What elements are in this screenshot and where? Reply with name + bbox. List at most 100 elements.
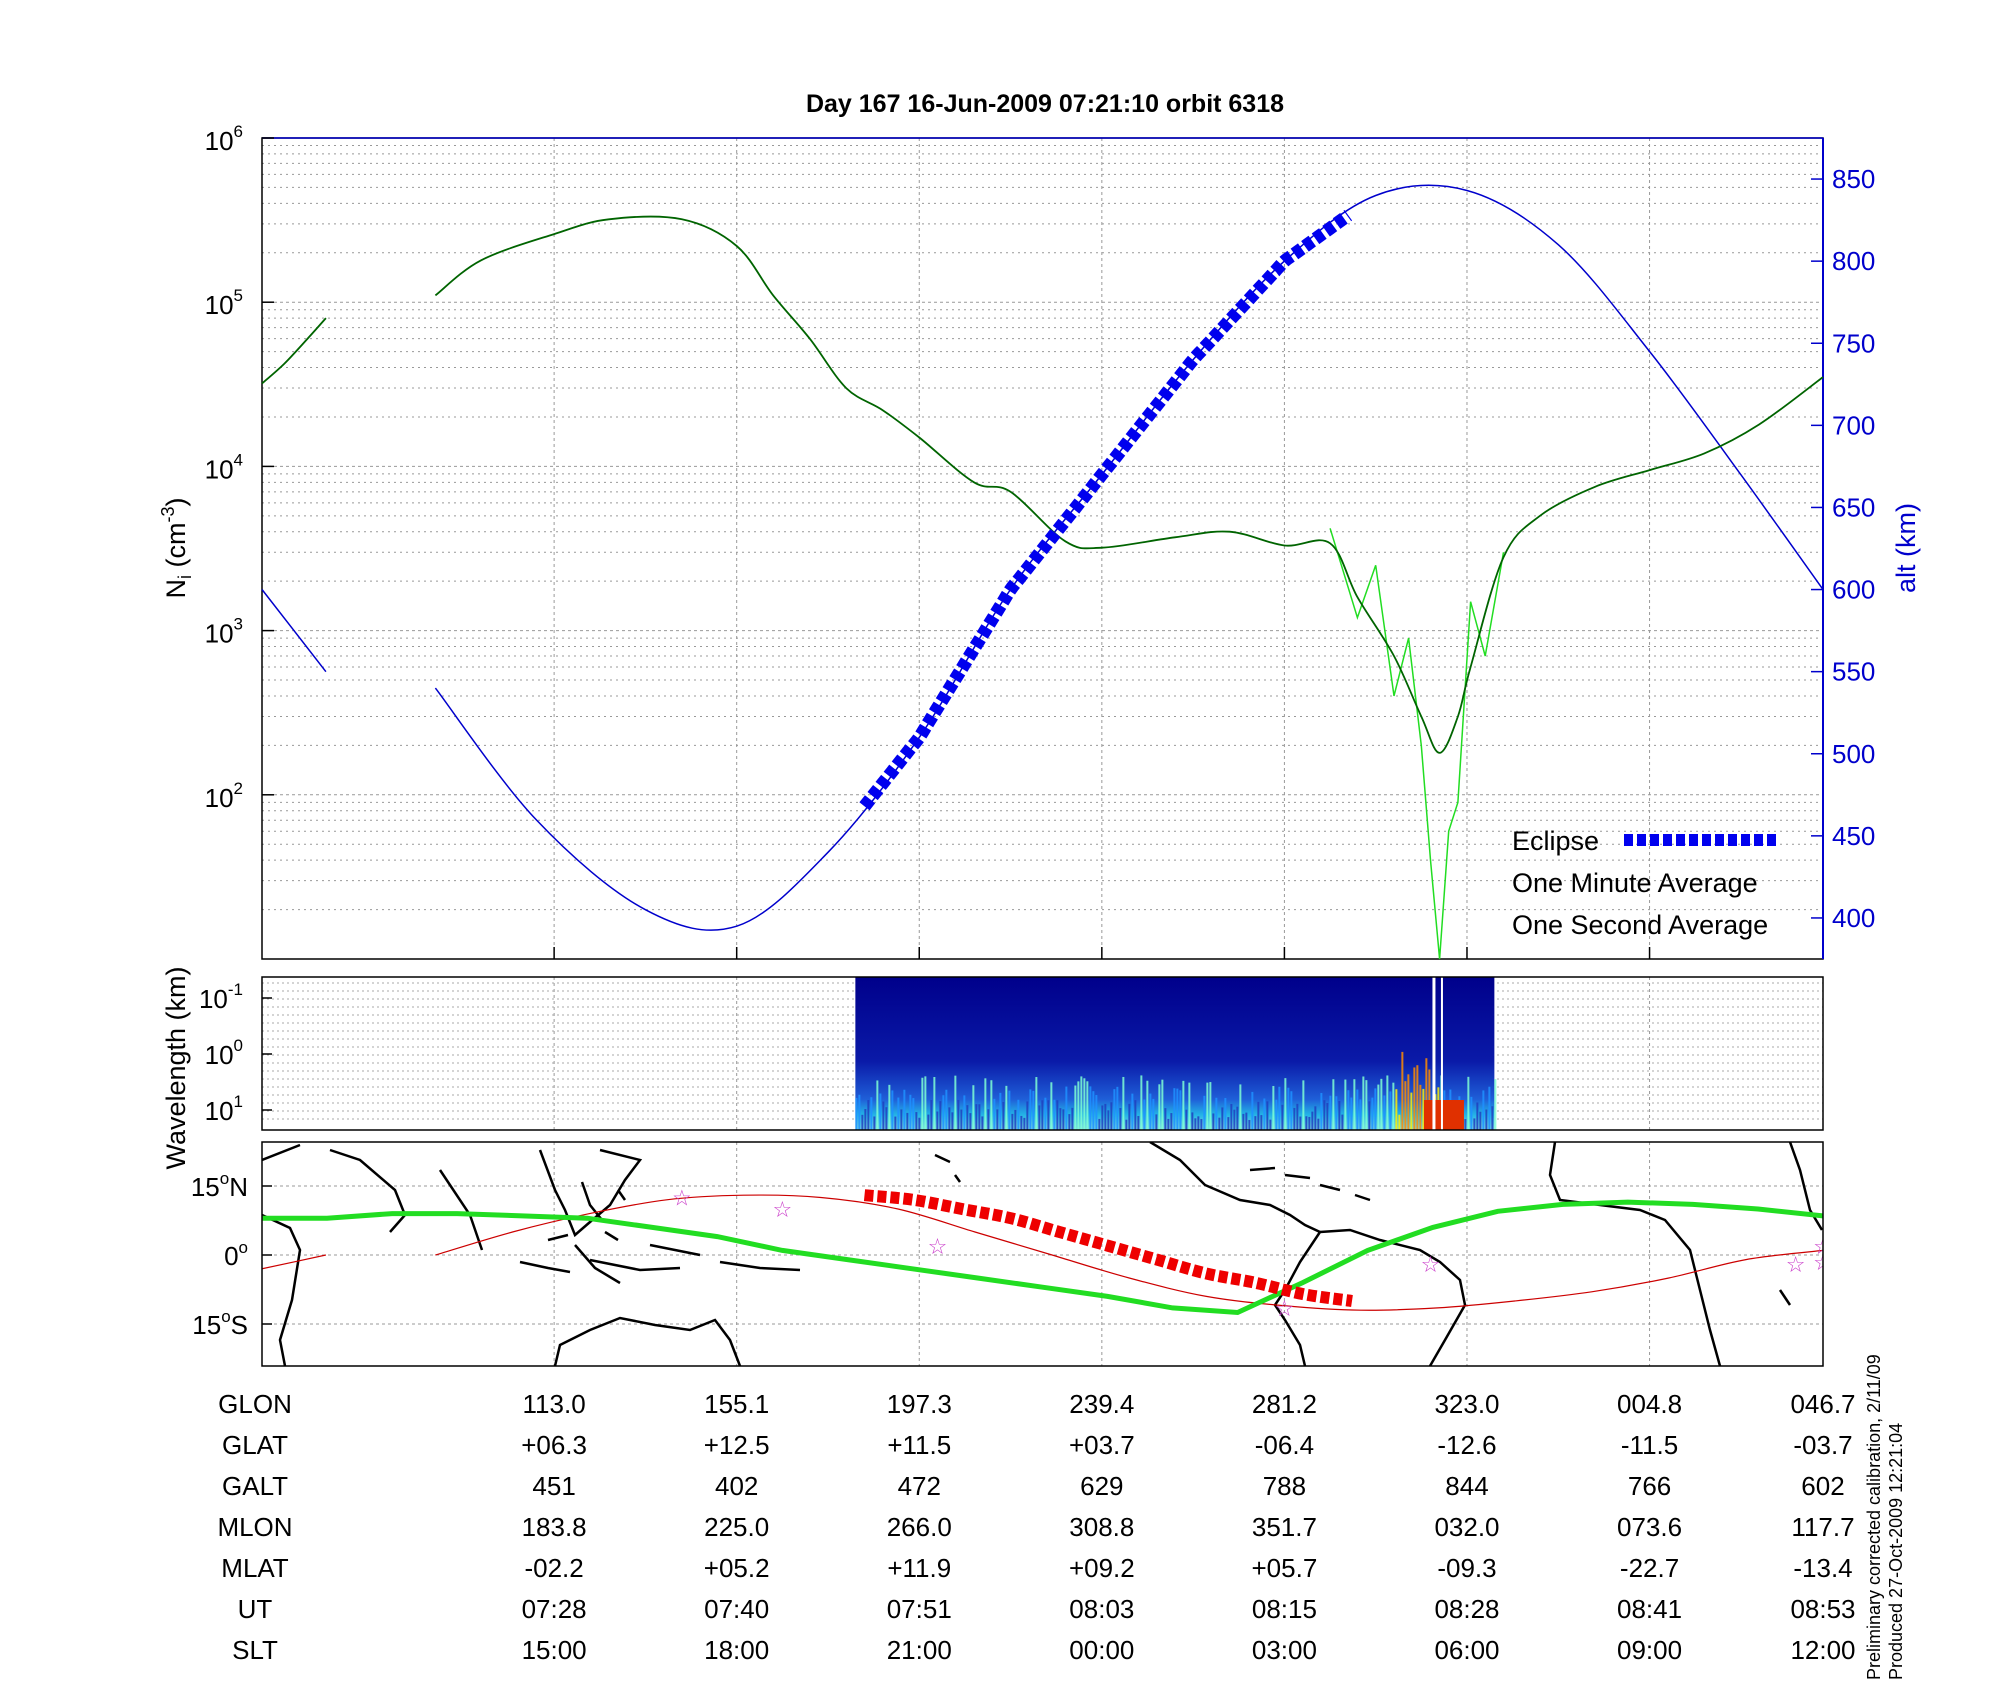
- spectrogram-column: [1179, 1090, 1182, 1130]
- table-cell: 046.7: [1790, 1389, 1855, 1419]
- table-cell: +05.2: [704, 1553, 770, 1583]
- spectrogram-column: [1482, 1090, 1485, 1130]
- spectrogram-column: [1299, 1116, 1302, 1130]
- alt-tick-label: 800: [1832, 246, 1875, 276]
- spectrogram-column: [1353, 1079, 1356, 1130]
- spectrogram-column: [1374, 1088, 1377, 1130]
- event-star-marker: ☆: [928, 1235, 948, 1260]
- spectrogram-column: [912, 1098, 915, 1130]
- one-minute-average-line: [261, 317, 327, 385]
- spectrogram-column: [1362, 1076, 1365, 1130]
- orbit-table: GLON GLAT GALT MLON MLAT UT SLT 113.0 +06.3 451 18…: [217, 1389, 1855, 1665]
- spectrogram-column: [1137, 1115, 1140, 1130]
- table-row-label: MLON: [217, 1512, 292, 1542]
- spectrogram-column: [1035, 1077, 1038, 1130]
- spectrogram-column: [1185, 1109, 1188, 1130]
- spectrogram-column: [1155, 1114, 1158, 1130]
- spectrogram-column: [1092, 1091, 1095, 1130]
- spectrogram-column: [1194, 1118, 1197, 1130]
- table-cell: 08:28: [1434, 1594, 1499, 1624]
- spectrogram-column: [975, 1104, 978, 1130]
- table-cell: -06.4: [1255, 1430, 1314, 1460]
- table-cell: 629: [1080, 1471, 1123, 1501]
- spectrogram-column: [1341, 1114, 1344, 1130]
- table-cell: -12.6: [1437, 1430, 1496, 1460]
- spectrogram-column: [987, 1109, 990, 1130]
- spectrogram-column: [1326, 1103, 1329, 1130]
- event-star-marker: ☆: [1421, 1253, 1441, 1278]
- spectrogram-column: [1329, 1095, 1332, 1130]
- spectrogram-column: [1077, 1081, 1080, 1130]
- table-cell: 239.4: [1069, 1389, 1134, 1419]
- spectrogram-column: [1095, 1095, 1098, 1130]
- alt-tick-label: 750: [1832, 328, 1875, 358]
- alt-tick-label: 450: [1832, 821, 1875, 851]
- coast-southeast-asia: [519, 1148, 643, 1285]
- spectrogram-column: [1182, 1080, 1185, 1130]
- spectrogram-column: [1491, 1106, 1494, 1130]
- spectrogram-column: [1320, 1092, 1323, 1130]
- table-cell: -11.5: [1621, 1430, 1678, 1460]
- spectrogram-column: [1044, 1097, 1047, 1130]
- eclipse-ground-track: [863, 1189, 1353, 1307]
- spectrogram-column: [1188, 1082, 1191, 1130]
- spectrogram-column: [972, 1085, 975, 1130]
- spectrogram-column: [1002, 1101, 1005, 1130]
- spectrogram-column: [864, 1109, 867, 1130]
- spectrogram-column: [1425, 1058, 1428, 1130]
- spectrogram-column: [1023, 1117, 1026, 1130]
- altitude-line: [434, 184, 1824, 931]
- table-cell: 308.8: [1069, 1512, 1134, 1542]
- spectrogram-column: [1410, 1092, 1413, 1130]
- table-cell: 225.0: [704, 1512, 769, 1542]
- satellite-ground-track: [262, 1199, 1823, 1316]
- table-cell: 032.0: [1434, 1512, 1499, 1542]
- spectrogram-column: [1242, 1113, 1245, 1130]
- spectrogram-column: [882, 1101, 885, 1130]
- spectrogram-column: [1386, 1075, 1389, 1130]
- alt-tick-label: 850: [1832, 164, 1875, 194]
- spectrogram-column: [1398, 1114, 1401, 1130]
- spectrogram-column: [1215, 1097, 1218, 1130]
- density-y-axis-label: Ni (cm-3): [158, 498, 195, 599]
- spectrogram-column: [969, 1113, 972, 1130]
- spectrogram-column: [1032, 1090, 1035, 1130]
- spectrogram-column: [924, 1076, 927, 1130]
- one-second-average-line: [1329, 528, 1505, 960]
- table-cell: 08:53: [1790, 1594, 1855, 1624]
- spectrogram-column: [1068, 1114, 1071, 1130]
- spectrogram-column: [1395, 1089, 1398, 1130]
- table-cell: 266.0: [887, 1512, 952, 1542]
- spectrogram-column: [1227, 1117, 1230, 1130]
- spectrogram-column: [855, 1097, 858, 1130]
- spectrogram-column: [1389, 1091, 1392, 1130]
- y-tick-label: 105: [205, 286, 243, 320]
- spectrogram-column: [1020, 1115, 1023, 1130]
- map-lat-tick-label: 15oS: [192, 1307, 248, 1340]
- spectrogram-column: [885, 1107, 888, 1130]
- alt-tick-label: 400: [1832, 903, 1875, 933]
- spectrogram-column: [1302, 1080, 1305, 1130]
- table-cell: 472: [898, 1471, 941, 1501]
- alt-tick-label: 600: [1832, 575, 1875, 605]
- spectrogram-column: [1338, 1101, 1341, 1130]
- eclipse-track-line: [859, 209, 1353, 811]
- spectrogram-column: [1041, 1100, 1044, 1130]
- table-cell: 451: [532, 1471, 575, 1501]
- spectrogram-column: [1347, 1090, 1350, 1130]
- table-cell: 788: [1263, 1471, 1306, 1501]
- coast-caribbean: [1249, 1166, 1371, 1202]
- spectrogram-column: [1017, 1099, 1020, 1130]
- table-cell: 073.6: [1617, 1512, 1682, 1542]
- spectrogram-column: [1344, 1079, 1347, 1130]
- event-star-marker: ☆: [1275, 1297, 1295, 1322]
- table-cell: 602: [1801, 1471, 1844, 1501]
- spectrogram-column: [1059, 1108, 1062, 1130]
- spectrogram-column: [1014, 1109, 1017, 1130]
- spectrogram-column: [1083, 1078, 1086, 1130]
- spectrogram-column: [1257, 1101, 1260, 1130]
- legend-label-minute-average: One Minute Average: [1512, 868, 1758, 898]
- spectrogram-column: [1335, 1096, 1338, 1130]
- y-tick-label: 102: [205, 779, 243, 813]
